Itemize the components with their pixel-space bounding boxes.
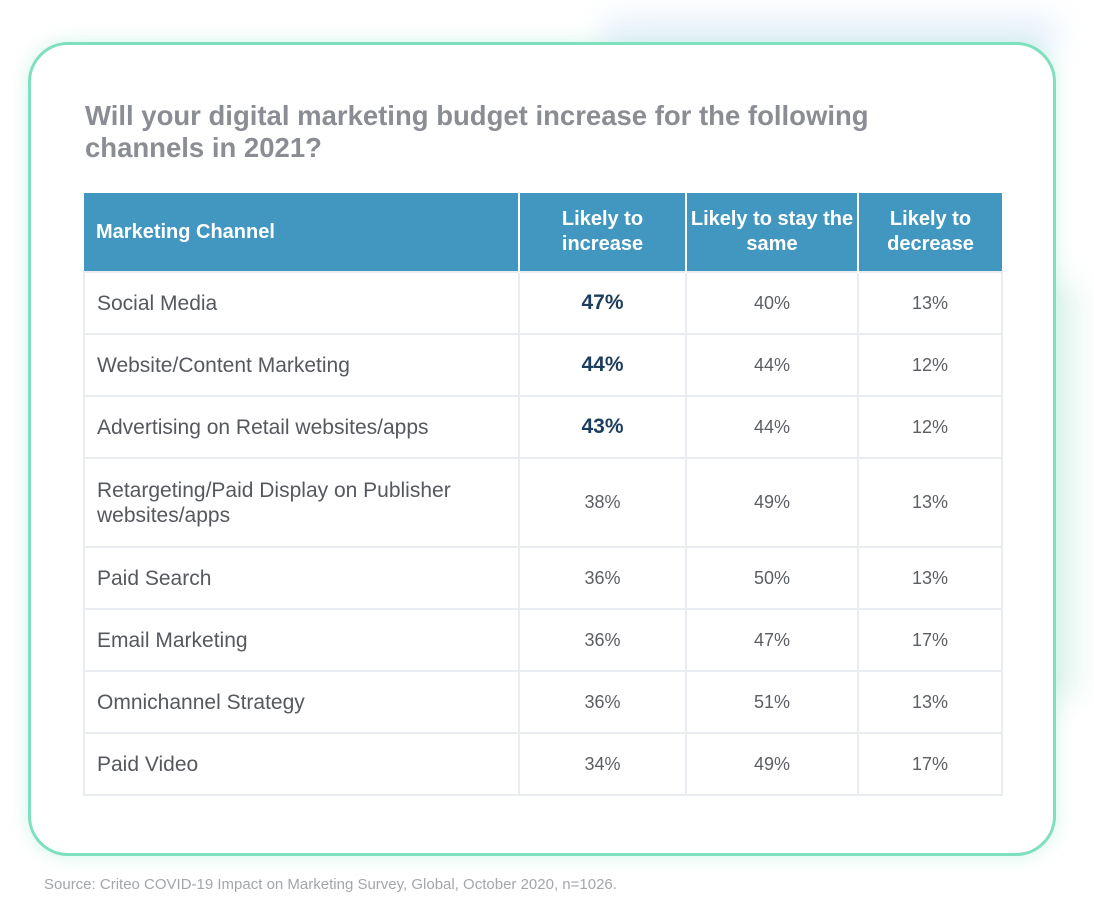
cell-decrease: 13%: [857, 670, 1003, 734]
cell-increase: 36%: [518, 546, 687, 610]
cell-same: 51%: [685, 670, 859, 734]
table-row: Paid Video 34% 49% 17%: [83, 732, 1003, 796]
data-table: Marketing Channel Likely to increase Lik…: [83, 193, 1003, 796]
table-header-row: Marketing Channel Likely to increase Lik…: [84, 193, 1002, 272]
table-row: Website/Content Marketing 44% 44% 12%: [83, 333, 1003, 397]
cell-channel: Email Marketing: [83, 608, 520, 672]
chart-title: Will your digital marketing budget incre…: [85, 100, 869, 163]
table-row: Retargeting/Paid Display on Publisher we…: [83, 457, 1003, 548]
cell-decrease: 13%: [857, 457, 1003, 548]
cell-channel: Omnichannel Strategy: [83, 670, 520, 734]
cell-decrease: 13%: [857, 546, 1003, 610]
cell-increase: 47%: [518, 271, 687, 335]
column-header-increase: Likely to increase: [519, 193, 687, 272]
table-row: Paid Search 36% 50% 13%: [83, 546, 1003, 610]
cell-channel: Advertising on Retail websites/apps: [83, 395, 520, 459]
cell-decrease: 12%: [857, 333, 1003, 397]
table-body: Social Media 47% 40% 13% Website/Content Mar…: [83, 271, 1003, 796]
cell-increase: 44%: [518, 333, 687, 397]
cell-decrease: 12%: [857, 395, 1003, 459]
source-note: Source: Criteo COVID-19 Impact on Market…: [44, 876, 617, 893]
table-row: Email Marketing 36% 47% 17%: [83, 608, 1003, 672]
cell-decrease: 17%: [857, 732, 1003, 796]
cell-same: 50%: [685, 546, 859, 610]
cell-decrease: 13%: [857, 271, 1003, 335]
table-row: Advertising on Retail websites/apps 43% 44…: [83, 395, 1003, 459]
cell-channel: Paid Search: [83, 546, 520, 610]
cell-same: 49%: [685, 457, 859, 548]
column-header-same: Likely to stay the same: [686, 193, 859, 272]
table-row: Omnichannel Strategy 36% 51% 13%: [83, 670, 1003, 734]
cell-increase: 36%: [518, 670, 687, 734]
cell-increase: 36%: [518, 608, 687, 672]
cell-decrease: 17%: [857, 608, 1003, 672]
table-row: Social Media 47% 40% 13%: [83, 271, 1003, 335]
cell-increase: 38%: [518, 457, 687, 548]
column-header-decrease: Likely to decrease: [858, 193, 1002, 272]
cell-increase: 34%: [518, 732, 687, 796]
cell-channel: Paid Video: [83, 732, 520, 796]
cell-channel: Retargeting/Paid Display on Publisher we…: [83, 457, 520, 548]
cell-same: 44%: [685, 333, 859, 397]
column-header-channel: Marketing Channel: [84, 193, 520, 272]
cell-channel: Social Media: [83, 271, 520, 335]
cell-increase: 43%: [518, 395, 687, 459]
cell-same: 40%: [685, 271, 859, 335]
cell-channel: Website/Content Marketing: [83, 333, 520, 397]
cell-same: 47%: [685, 608, 859, 672]
cell-same: 49%: [685, 732, 859, 796]
cell-same: 44%: [685, 395, 859, 459]
